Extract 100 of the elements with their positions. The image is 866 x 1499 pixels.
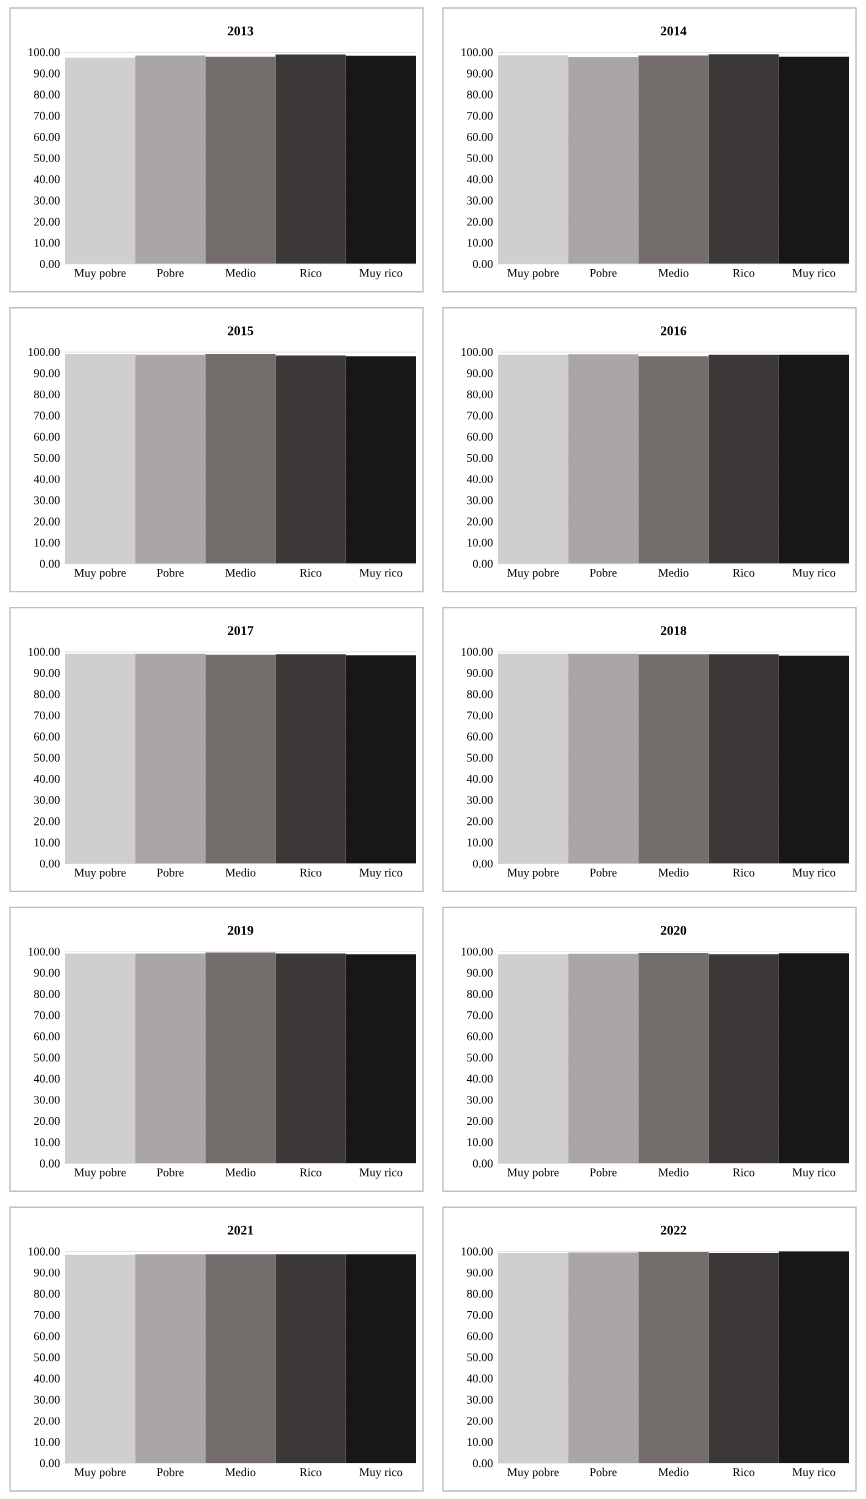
y-tick-label: 50.00 (467, 453, 493, 462)
y-tick-label: 0.00 (39, 260, 60, 269)
x-tick-label: Muy pobre (74, 1467, 126, 1479)
x-tick-label: Muy pobre (74, 1168, 126, 1179)
y-tick-label: 0.00 (472, 1459, 493, 1468)
y-tick-label: 70.00 (34, 1310, 60, 1319)
y-tick-label: 50.00 (467, 1053, 493, 1062)
x-tick-label: Medio (658, 1168, 689, 1177)
y-tick-label: 50.00 (34, 1353, 60, 1362)
y-tick-label: 10.00 (467, 238, 493, 247)
y-tick-label: 10.00 (467, 838, 493, 847)
y-tick-label: 20.00 (467, 1117, 493, 1126)
y-tick-label: 30.00 (467, 1095, 493, 1104)
chart-title: 2019 (227, 925, 254, 935)
x-tick-label: Muy rico (359, 1168, 403, 1179)
y-tick-label: 70.00 (467, 411, 493, 420)
y-tick-label: 20.00 (34, 817, 60, 826)
y-tick-label: 50.00 (34, 453, 60, 462)
x-tick-label: Rico (299, 868, 322, 877)
y-tick-label: 30.00 (467, 1395, 493, 1404)
x-tick-label: Rico (299, 568, 322, 577)
y-tick-label: 80.00 (34, 690, 60, 699)
y-tick-label: 30.00 (34, 796, 60, 805)
y-tick-label: 10.00 (467, 538, 493, 547)
x-tick-label: Medio (658, 1467, 689, 1477)
chart-title: 2015 (227, 326, 254, 336)
x-tick-label: Muy pobre (507, 568, 559, 580)
y-tick-label: 100.00 (461, 1247, 493, 1256)
y-tick-label: 90.00 (33, 968, 60, 977)
x-tick-label: Muy rico (359, 269, 403, 280)
y-tick-label: 0.00 (39, 859, 60, 868)
x-tick-label: Pobre (589, 268, 617, 277)
y-tick-label: 90.00 (466, 669, 493, 678)
x-tick-label: Muy pobre (507, 268, 559, 280)
y-tick-label: 100.00 (28, 647, 60, 656)
y-tick-label: 70.00 (467, 1310, 493, 1319)
y-tick-label: 40.00 (466, 1074, 493, 1083)
x-tick-label: Muy rico (792, 568, 836, 580)
x-tick-label: Muy rico (792, 269, 836, 280)
x-tick-label: Medio (658, 568, 689, 577)
y-tick-label: 80.00 (34, 1289, 60, 1298)
y-tick-label: 40.00 (33, 1074, 60, 1083)
y-tick-label: 100.00 (461, 48, 493, 57)
chart-title: 2016 (660, 326, 687, 336)
chart-title: 2017 (227, 626, 254, 636)
y-tick-label: 40.00 (33, 1374, 60, 1383)
y-tick-label: 80.00 (467, 1289, 493, 1298)
y-tick-label: 30.00 (34, 1395, 60, 1404)
x-tick-label: Rico (732, 269, 755, 277)
y-tick-label: 90.00 (466, 369, 493, 378)
y-tick-label: 60.00 (467, 732, 493, 741)
y-tick-label: 100.00 (461, 947, 493, 956)
y-tick-label: 30.00 (34, 1095, 60, 1104)
y-tick-label: 10.00 (34, 238, 60, 247)
x-tick-label: Muy rico (359, 568, 403, 580)
y-tick-label: 50.00 (467, 154, 493, 163)
x-tick-label: Rico (732, 568, 755, 577)
x-tick-label: Rico (299, 1168, 322, 1177)
x-tick-label: Pobre (156, 568, 184, 577)
y-tick-label: 10.00 (34, 1138, 60, 1147)
x-tick-label: Pobre (589, 868, 617, 877)
y-tick-label: 60.00 (34, 132, 60, 141)
y-tick-label: 100.00 (28, 348, 60, 357)
x-tick-label: Muy pobre (74, 568, 126, 580)
y-tick-label: 60.00 (34, 732, 60, 741)
chart-title: 2013 (227, 26, 254, 36)
x-tick-label: Medio (658, 868, 689, 877)
x-tick-label: Muy rico (792, 868, 836, 879)
y-tick-label: 70.00 (467, 111, 493, 120)
x-tick-label: Medio (225, 1467, 256, 1477)
y-tick-label: 40.00 (466, 1374, 493, 1383)
x-tick-label: Rico (299, 1468, 322, 1477)
y-tick-label: 40.00 (466, 774, 493, 783)
y-tick-label: 60.00 (467, 432, 493, 441)
y-tick-label: 10.00 (467, 1438, 493, 1447)
y-tick-label: 100.00 (461, 348, 493, 357)
y-tick-label: 50.00 (467, 1353, 493, 1362)
y-tick-label: 90.00 (466, 69, 493, 78)
x-tick-label: Muy pobre (74, 268, 126, 280)
x-tick-label: Muy pobre (507, 1168, 559, 1179)
x-tick-label: Medio (225, 868, 256, 877)
y-tick-label: 70.00 (34, 111, 60, 120)
x-tick-label: Muy pobre (74, 868, 126, 879)
x-tick-label: Pobre (589, 1467, 617, 1477)
y-tick-label: 40.00 (33, 175, 60, 184)
chart-title: 2020 (660, 925, 687, 935)
x-tick-label: Medio (225, 568, 256, 577)
x-tick-label: Muy pobre (507, 1467, 559, 1479)
y-tick-label: 30.00 (34, 496, 60, 505)
y-tick-label: 90.00 (466, 1268, 493, 1277)
y-tick-label: 60.00 (467, 1032, 493, 1041)
y-tick-label: 0.00 (472, 260, 493, 269)
x-tick-label: Pobre (156, 1467, 184, 1477)
y-tick-label: 10.00 (34, 1438, 60, 1447)
y-tick-label: 100.00 (28, 947, 60, 956)
chart-title: 2014 (660, 26, 687, 36)
y-tick-label: 0.00 (39, 1159, 60, 1168)
y-tick-label: 30.00 (467, 496, 493, 505)
y-tick-label: 70.00 (467, 711, 493, 720)
y-tick-label: 0.00 (39, 559, 60, 568)
